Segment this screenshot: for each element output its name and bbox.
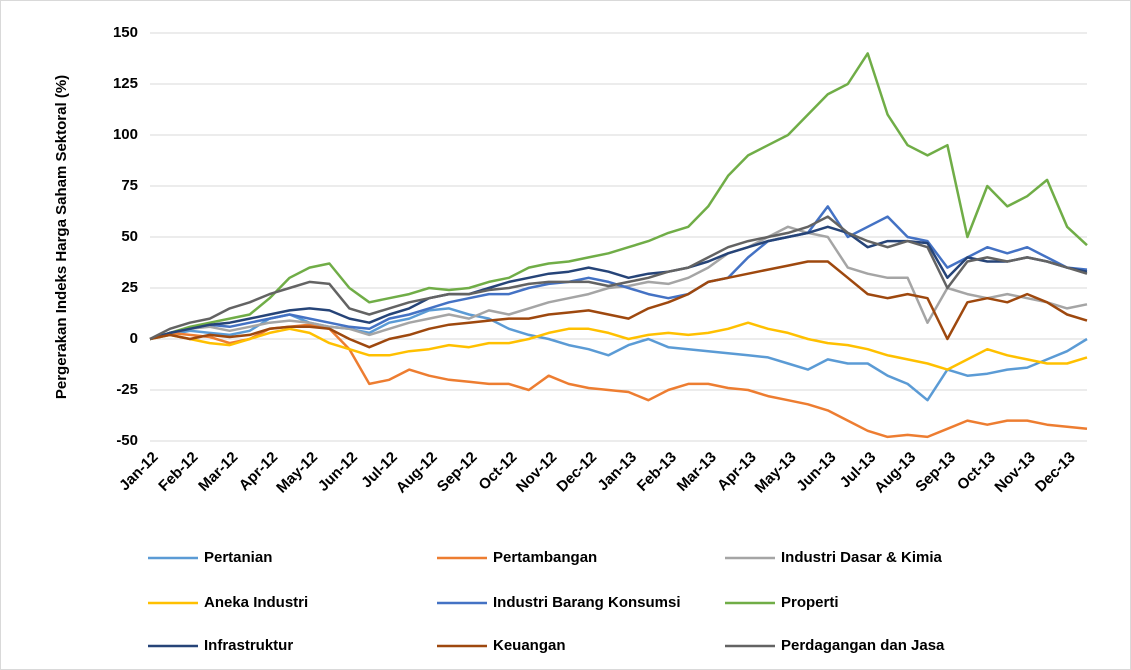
legend-label: Keuangan bbox=[493, 637, 566, 654]
series-line bbox=[149, 52, 1088, 341]
legend-label: Properti bbox=[781, 594, 839, 611]
series-line bbox=[149, 321, 1088, 371]
y-tick-label: 50 bbox=[121, 228, 138, 245]
y-tick-label: 150 bbox=[113, 24, 138, 41]
series-line bbox=[149, 260, 1088, 349]
y-tick-label: -25 bbox=[116, 381, 138, 398]
legend-label: Infrastruktur bbox=[204, 637, 293, 654]
series-line bbox=[149, 215, 1088, 341]
legend-label: Industri Dasar & Kimia bbox=[781, 549, 943, 566]
legend-label: Aneka Industri bbox=[204, 594, 308, 611]
y-tick-label: 25 bbox=[121, 279, 138, 296]
y-tick-label: 75 bbox=[121, 177, 138, 194]
y-axis-label: Pergerakan Indeks Harga Saham Sektoral (… bbox=[53, 75, 70, 399]
legend-label: Pertanian bbox=[204, 549, 272, 566]
y-tick-label: 125 bbox=[113, 75, 138, 92]
y-tick-label: -50 bbox=[116, 432, 138, 449]
series-line bbox=[149, 323, 1088, 439]
legend-label: Perdagangan dan Jasa bbox=[781, 637, 945, 654]
legend-label: Industri Barang Konsumsi bbox=[493, 594, 681, 611]
y-tick-label: 100 bbox=[113, 126, 138, 143]
series-line bbox=[149, 225, 1088, 341]
y-tick-label: 0 bbox=[130, 330, 138, 347]
series-line bbox=[149, 225, 1088, 341]
legend-label: Pertambangan bbox=[493, 549, 597, 566]
